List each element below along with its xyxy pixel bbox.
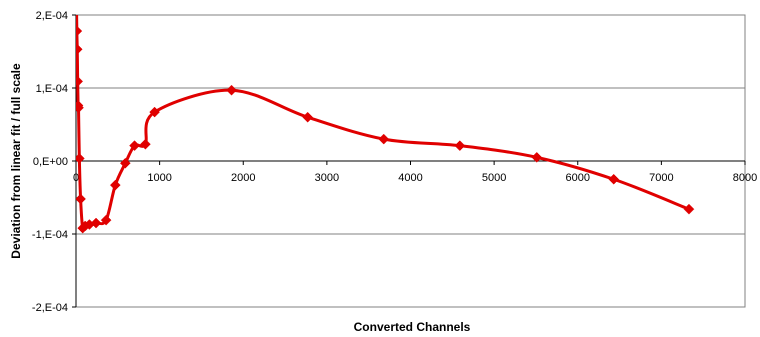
data-point (76, 153, 85, 164)
y-tick-label: 2,E-04 (36, 10, 68, 22)
x-tick-label: 6000 (566, 172, 590, 184)
y-tick-label: 0,E+00 (33, 156, 68, 168)
x-tick-label: 0 (73, 172, 79, 184)
data-point (378, 133, 390, 145)
data-point (76, 193, 86, 205)
x-axis-title: Converted Channels (354, 320, 471, 334)
data-point (454, 140, 466, 152)
x-tick-label: 2000 (231, 172, 255, 184)
y-axis-title: Deviation from linear fit / full scale (9, 63, 23, 259)
x-tick-label: 4000 (398, 172, 422, 184)
data-point (119, 157, 131, 169)
data-point (149, 106, 160, 118)
x-tick-label: 1000 (147, 172, 171, 184)
x-axis-ticks: 0 1000 2000 3000 4000 5000 6000 7000 8000 (73, 161, 757, 184)
data-point (531, 151, 543, 163)
y-tick-label: -1,E-04 (32, 229, 68, 241)
x-tick-label: 3000 (315, 172, 339, 184)
data-point (302, 111, 313, 123)
x-tick-label: 5000 (482, 172, 506, 184)
data-point (76, 43, 83, 55)
data-point (683, 203, 695, 215)
data-point (76, 76, 84, 87)
data-point (226, 84, 237, 96)
data-point (76, 102, 84, 114)
data-point (100, 214, 112, 226)
data-point (76, 25, 83, 37)
x-tick-label: 7000 (649, 172, 673, 184)
data-point (140, 138, 151, 150)
y-tick-label: 1,E-04 (36, 83, 68, 95)
y-tick-label: -2,E-04 (32, 302, 68, 314)
data-point (90, 217, 102, 229)
data-point (608, 173, 620, 185)
data-point (109, 179, 121, 191)
series-markers (76, 25, 695, 234)
y-axis-ticks: 2,E-04 1,E-04 0,E+00 -1,E-04 -2,E-04 (32, 10, 76, 314)
x-tick-label: 8000 (733, 172, 757, 184)
data-point (129, 140, 140, 152)
